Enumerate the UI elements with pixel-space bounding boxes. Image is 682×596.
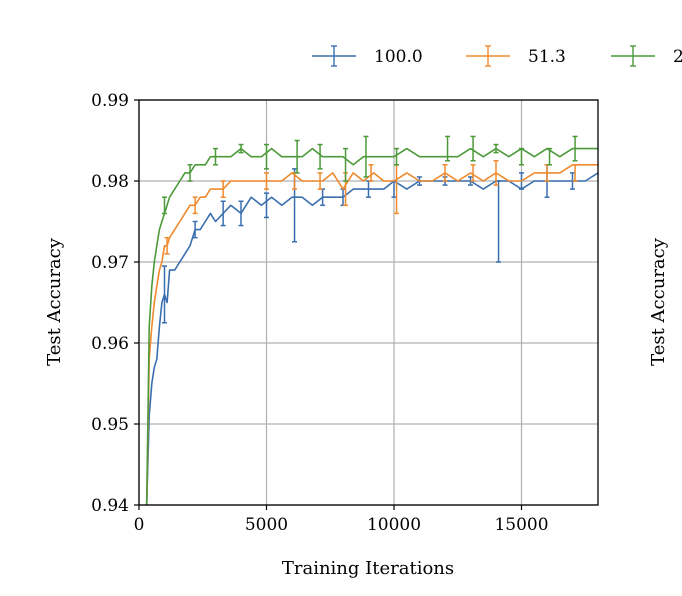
x-axis-label: Training Iterations <box>282 558 454 579</box>
x-tick-label: 10000 <box>367 515 421 535</box>
error-bar <box>164 236 170 255</box>
error-bar <box>547 147 553 166</box>
error-bar <box>394 147 400 166</box>
error-bar <box>220 180 226 198</box>
error-bar <box>442 164 448 182</box>
error-bar <box>213 147 218 166</box>
y-tick-label: 0.95 <box>91 415 129 435</box>
error-bar <box>493 160 499 186</box>
error-bar <box>162 196 167 215</box>
y-tick-label: 0.97 <box>91 253 129 273</box>
error-bar <box>368 164 374 182</box>
series-line <box>145 147 598 505</box>
error-bar <box>264 143 269 170</box>
series-2 <box>145 135 598 505</box>
legend-label: 100.0 <box>374 47 423 67</box>
error-bar <box>572 164 578 182</box>
x-tick-label: 0 <box>134 515 145 535</box>
series-line <box>145 164 598 505</box>
legend-entry-100.0: 100.0 <box>312 45 423 67</box>
series-51.3 <box>145 160 598 505</box>
error-bar <box>570 172 575 190</box>
y-tick-label: 0.99 <box>91 91 129 111</box>
error-bar <box>220 200 226 227</box>
legend: 100.0 51.3 2 <box>312 45 682 67</box>
error-bar <box>470 164 476 182</box>
legend-label: 2 <box>673 47 682 67</box>
error-bar <box>519 147 524 166</box>
error-bar <box>496 180 502 263</box>
series-100.0 <box>145 164 598 505</box>
y-tick-label: 0.94 <box>91 496 129 516</box>
series-line <box>145 172 598 505</box>
legend-entry-2: 2 <box>611 45 682 67</box>
error-bar <box>264 172 269 190</box>
x-tick-label: 15000 <box>494 515 548 535</box>
ticks: 0 5000 10000 15000 0.94 0.95 0.96 0.97 0.98 0.99 <box>91 91 548 535</box>
error-bar <box>317 143 323 170</box>
error-bar <box>391 180 397 198</box>
y-axis-label: Test Accuracy <box>44 237 65 366</box>
error-bar <box>238 200 244 227</box>
series-layer <box>145 135 598 505</box>
error-bar <box>264 192 269 219</box>
error-bar <box>343 147 349 182</box>
error-bar <box>192 196 198 215</box>
error-bar <box>470 135 476 162</box>
error-bar <box>294 139 300 174</box>
error-bar <box>317 172 323 190</box>
legend-entry-51.3: 51.3 <box>466 45 566 67</box>
error-bar <box>192 220 198 239</box>
error-bar <box>468 176 473 186</box>
legend-label: 51.3 <box>528 47 566 67</box>
error-bar <box>394 164 400 215</box>
error-bar <box>445 135 451 162</box>
plot-frame <box>138 99 599 506</box>
error-bar <box>187 164 193 182</box>
right-panel-y-axis-label: Test Accuracy <box>648 237 669 366</box>
y-tick-label: 0.96 <box>91 334 129 354</box>
error-bar <box>363 135 369 178</box>
x-tick-label: 5000 <box>245 515 288 535</box>
error-bar <box>493 143 499 154</box>
error-bar <box>162 265 167 324</box>
error-bar <box>238 143 244 154</box>
error-bar <box>572 135 578 162</box>
y-tick-label: 0.98 <box>91 172 129 192</box>
